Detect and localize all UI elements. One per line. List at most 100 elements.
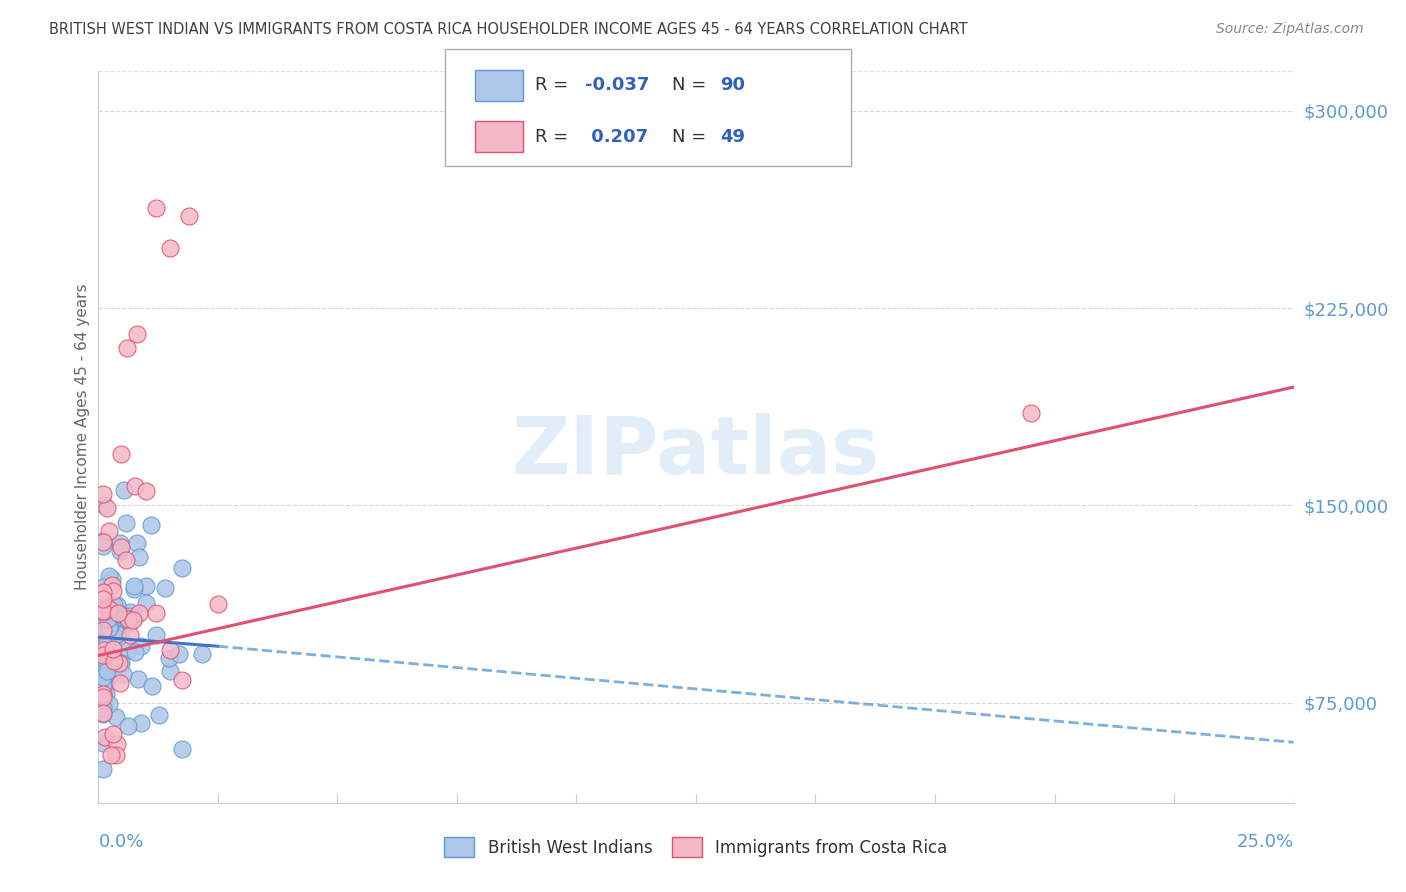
- Point: [97, 657, 120, 672]
- Point: [105, 598, 128, 612]
- Point: [91, 609, 114, 624]
- FancyBboxPatch shape: [475, 121, 523, 152]
- Point: [91, 648, 114, 662]
- Point: [108, 608, 131, 623]
- Point: [91, 736, 114, 750]
- Point: [98, 604, 121, 618]
- Text: R =: R =: [534, 77, 574, 95]
- Point: [91, 670, 114, 684]
- Point: [117, 612, 139, 626]
- Point: [91, 762, 114, 776]
- Point: [93, 604, 115, 618]
- Point: [91, 604, 114, 618]
- Point: [93, 648, 115, 662]
- Point: [91, 692, 114, 706]
- Point: [207, 597, 229, 611]
- Point: [101, 615, 124, 629]
- Point: [117, 719, 139, 733]
- Point: [141, 679, 163, 693]
- Text: 0.207: 0.207: [585, 128, 648, 145]
- Text: 25.0%: 25.0%: [1236, 833, 1294, 851]
- Text: N =: N =: [672, 77, 711, 95]
- Point: [96, 606, 118, 620]
- Point: [93, 643, 115, 657]
- Point: [97, 648, 120, 663]
- Point: [91, 687, 114, 701]
- Point: [110, 625, 132, 640]
- Point: [101, 642, 124, 657]
- Point: [118, 608, 141, 623]
- Text: -0.037: -0.037: [585, 77, 650, 95]
- Point: [129, 715, 152, 730]
- Point: [179, 209, 201, 223]
- Point: [91, 619, 114, 633]
- Point: [97, 612, 120, 626]
- Point: [105, 748, 128, 763]
- Point: [94, 654, 117, 668]
- Point: [1019, 406, 1042, 420]
- Point: [91, 701, 114, 715]
- Point: [159, 665, 181, 679]
- Point: [91, 595, 114, 609]
- Point: [91, 601, 114, 615]
- Point: [115, 553, 138, 567]
- Point: [112, 483, 135, 497]
- Point: [125, 327, 148, 342]
- Point: [91, 706, 114, 720]
- Point: [115, 516, 138, 531]
- Point: [105, 627, 128, 641]
- Point: [91, 624, 114, 638]
- Point: [96, 501, 118, 516]
- Point: [98, 621, 121, 635]
- Point: [167, 647, 190, 661]
- Point: [135, 579, 157, 593]
- Point: [91, 591, 114, 605]
- Point: [145, 628, 167, 642]
- Point: [91, 540, 114, 554]
- Point: [115, 341, 138, 355]
- Point: [91, 487, 114, 501]
- Y-axis label: Householder Income Ages 45 - 64 years: Householder Income Ages 45 - 64 years: [75, 284, 90, 591]
- Point: [108, 656, 131, 670]
- Point: [118, 605, 141, 619]
- Point: [91, 534, 114, 549]
- Point: [96, 648, 118, 662]
- Point: [118, 628, 141, 642]
- Text: 0.0%: 0.0%: [98, 833, 143, 851]
- Point: [127, 536, 149, 550]
- Point: [110, 447, 132, 461]
- Point: [121, 613, 143, 627]
- Point: [103, 584, 125, 599]
- Point: [91, 592, 114, 607]
- Text: Source: ZipAtlas.com: Source: ZipAtlas.com: [1216, 22, 1364, 37]
- Point: [91, 678, 114, 692]
- Point: [105, 654, 128, 668]
- Point: [128, 550, 150, 565]
- Point: [111, 666, 134, 681]
- Point: [91, 610, 114, 624]
- Point: [97, 602, 120, 616]
- Point: [96, 686, 118, 700]
- Point: [170, 561, 193, 575]
- Point: [124, 479, 146, 493]
- Point: [101, 665, 124, 680]
- Text: BRITISH WEST INDIAN VS IMMIGRANTS FROM COSTA RICA HOUSEHOLDER INCOME AGES 45 - 6: BRITISH WEST INDIAN VS IMMIGRANTS FROM C…: [49, 22, 967, 37]
- Point: [122, 611, 145, 625]
- Point: [170, 673, 193, 687]
- Point: [91, 580, 114, 594]
- Text: 90: 90: [720, 77, 745, 95]
- Point: [145, 606, 167, 620]
- Point: [108, 676, 131, 690]
- FancyBboxPatch shape: [475, 70, 523, 101]
- Point: [110, 620, 132, 634]
- Point: [93, 498, 115, 512]
- Point: [135, 483, 157, 498]
- Point: [91, 584, 114, 599]
- FancyBboxPatch shape: [446, 49, 852, 167]
- Point: [91, 627, 114, 641]
- Text: ZIPatlas: ZIPatlas: [512, 413, 880, 491]
- Point: [122, 582, 145, 597]
- Point: [91, 655, 114, 669]
- Point: [94, 622, 117, 636]
- Point: [98, 569, 121, 583]
